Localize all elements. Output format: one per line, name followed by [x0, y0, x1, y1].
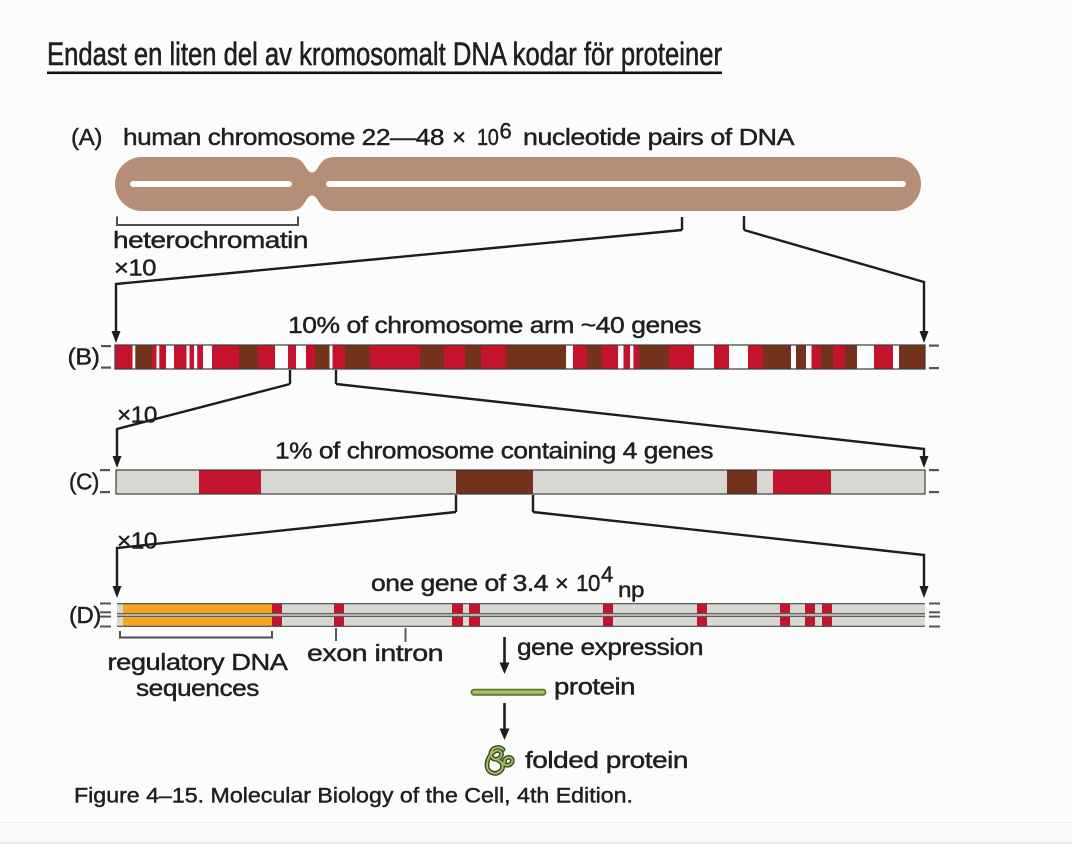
- svg-text:(C): (C): [69, 469, 99, 495]
- svg-text:Figure 4–15. Molecular Biology: Figure 4–15. Molecular Biology of the Ce…: [74, 785, 633, 808]
- svg-text:exon intron: exon intron: [307, 640, 443, 666]
- svg-text:heterochromatin: heterochromatin: [113, 227, 308, 253]
- svg-text:sequences: sequences: [136, 675, 259, 701]
- svg-text:10: 10: [576, 570, 600, 596]
- svg-text:×: ×: [555, 570, 568, 596]
- svg-text:1% of chromosome containing 4: 1% of chromosome containing 4 genes: [275, 438, 713, 464]
- svg-text:regulatory DNA: regulatory DNA: [108, 649, 289, 675]
- svg-text:human chromosome 22—48: human chromosome 22—48: [123, 124, 444, 150]
- svg-text:folded protein: folded protein: [525, 747, 688, 773]
- svg-text:(D): (D): [69, 602, 101, 628]
- svg-text:×: ×: [452, 124, 465, 150]
- svg-text:×10: ×10: [117, 402, 157, 428]
- svg-text:10: 10: [477, 124, 499, 150]
- svg-text:10% of chromosome arm ~40 gene: 10% of chromosome arm ~40 genes: [288, 312, 701, 338]
- svg-text:gene expression: gene expression: [517, 634, 703, 660]
- svg-text:6: 6: [500, 119, 512, 144]
- svg-text:np: np: [618, 579, 644, 602]
- svg-text:one gene of 3.4: one gene of 3.4: [371, 570, 548, 596]
- svg-text:protein: protein: [554, 674, 635, 700]
- svg-text:(A): (A): [71, 124, 102, 150]
- svg-text:×10: ×10: [114, 255, 156, 281]
- svg-text:4: 4: [601, 562, 613, 587]
- svg-text:Endast en liten del av kromoso: Endast en liten del av kromosomalt DNA k…: [47, 36, 722, 72]
- svg-text:(B): (B): [68, 344, 100, 370]
- svg-text:×10: ×10: [117, 528, 157, 554]
- svg-text:nucleotide pairs of DNA: nucleotide pairs of DNA: [523, 124, 795, 150]
